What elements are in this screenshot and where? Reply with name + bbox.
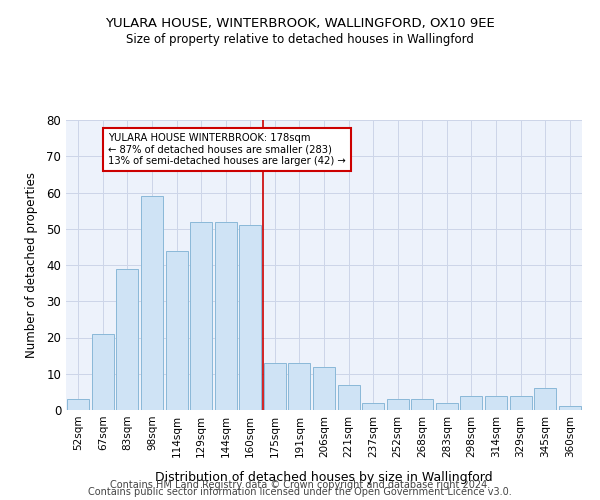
Bar [460,396,482,410]
X-axis label: Distribution of detached houses by size in Wallingford: Distribution of detached houses by size … [155,471,493,484]
Bar [67,399,89,410]
Bar [485,396,507,410]
Bar [338,384,359,410]
Text: Contains public sector information licensed under the Open Government Licence v3: Contains public sector information licen… [88,487,512,497]
Bar [436,403,458,410]
Bar [264,363,286,410]
Bar [362,403,384,410]
Bar [386,399,409,410]
Bar [411,399,433,410]
Bar [92,334,114,410]
Bar [116,268,139,410]
Bar [534,388,556,410]
Bar [313,366,335,410]
Y-axis label: Number of detached properties: Number of detached properties [25,172,38,358]
Bar [141,196,163,410]
Bar [559,406,581,410]
Bar [190,222,212,410]
Bar [166,250,188,410]
Text: Size of property relative to detached houses in Wallingford: Size of property relative to detached ho… [126,32,474,46]
Text: YULARA HOUSE WINTERBROOK: 178sqm
← 87% of detached houses are smaller (283)
13% : YULARA HOUSE WINTERBROOK: 178sqm ← 87% o… [108,132,346,166]
Bar [289,363,310,410]
Text: YULARA HOUSE, WINTERBROOK, WALLINGFORD, OX10 9EE: YULARA HOUSE, WINTERBROOK, WALLINGFORD, … [105,18,495,30]
Bar [239,225,262,410]
Bar [509,396,532,410]
Bar [215,222,237,410]
Text: Contains HM Land Registry data © Crown copyright and database right 2024.: Contains HM Land Registry data © Crown c… [110,480,490,490]
